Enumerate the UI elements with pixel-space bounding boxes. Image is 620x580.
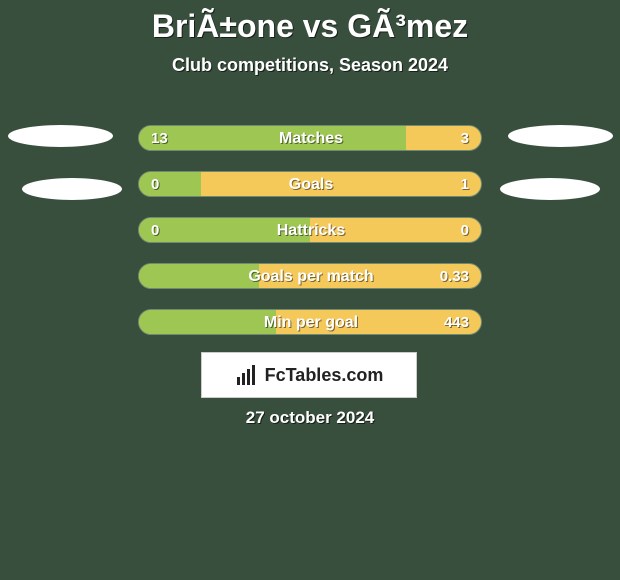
stat-label: Matches [139,126,482,151]
stat-bar-track: Matches13 3 [138,125,482,151]
stat-value-right: 0.33 [440,264,469,289]
stat-value-left: 13 [151,126,168,151]
stat-row: Min per goal443 [0,299,620,345]
stat-value-right: 0 [461,218,469,243]
stat-bar-track: Goals per match0.33 [138,263,482,289]
bar-chart-icon [235,363,259,387]
avatar-ellipse [508,125,613,147]
avatar-ellipse [8,125,113,147]
stat-label: Min per goal [139,310,482,335]
stat-value-right: 1 [461,172,469,197]
stat-value-left: 0 [151,218,159,243]
avatar-ellipse [500,178,600,200]
stat-value-right: 443 [444,310,469,335]
fctables-logo: FcTables.com [201,352,417,398]
stat-label: Goals per match [139,264,482,289]
stat-bar-track: Hattricks0 0 [138,217,482,243]
stat-value-right: 3 [461,126,469,151]
avatar-ellipse [22,178,122,200]
stat-row: Hattricks0 0 [0,207,620,253]
stat-bar-track: Min per goal443 [138,309,482,335]
stat-bar-track: Goals0 1 [138,171,482,197]
logo-text: FcTables.com [265,365,384,386]
stat-label: Hattricks [139,218,482,243]
stat-row: Goals per match0.33 [0,253,620,299]
stat-value-left: 0 [151,172,159,197]
snapshot-date: 27 october 2024 [0,408,620,428]
stat-label: Goals [139,172,482,197]
page-title: BriÃ±one vs GÃ³mez [0,0,620,45]
page-subtitle: Club competitions, Season 2024 [0,55,620,76]
stats-rows: Matches133Goals01Hattricks00Goals per ma… [0,115,620,345]
